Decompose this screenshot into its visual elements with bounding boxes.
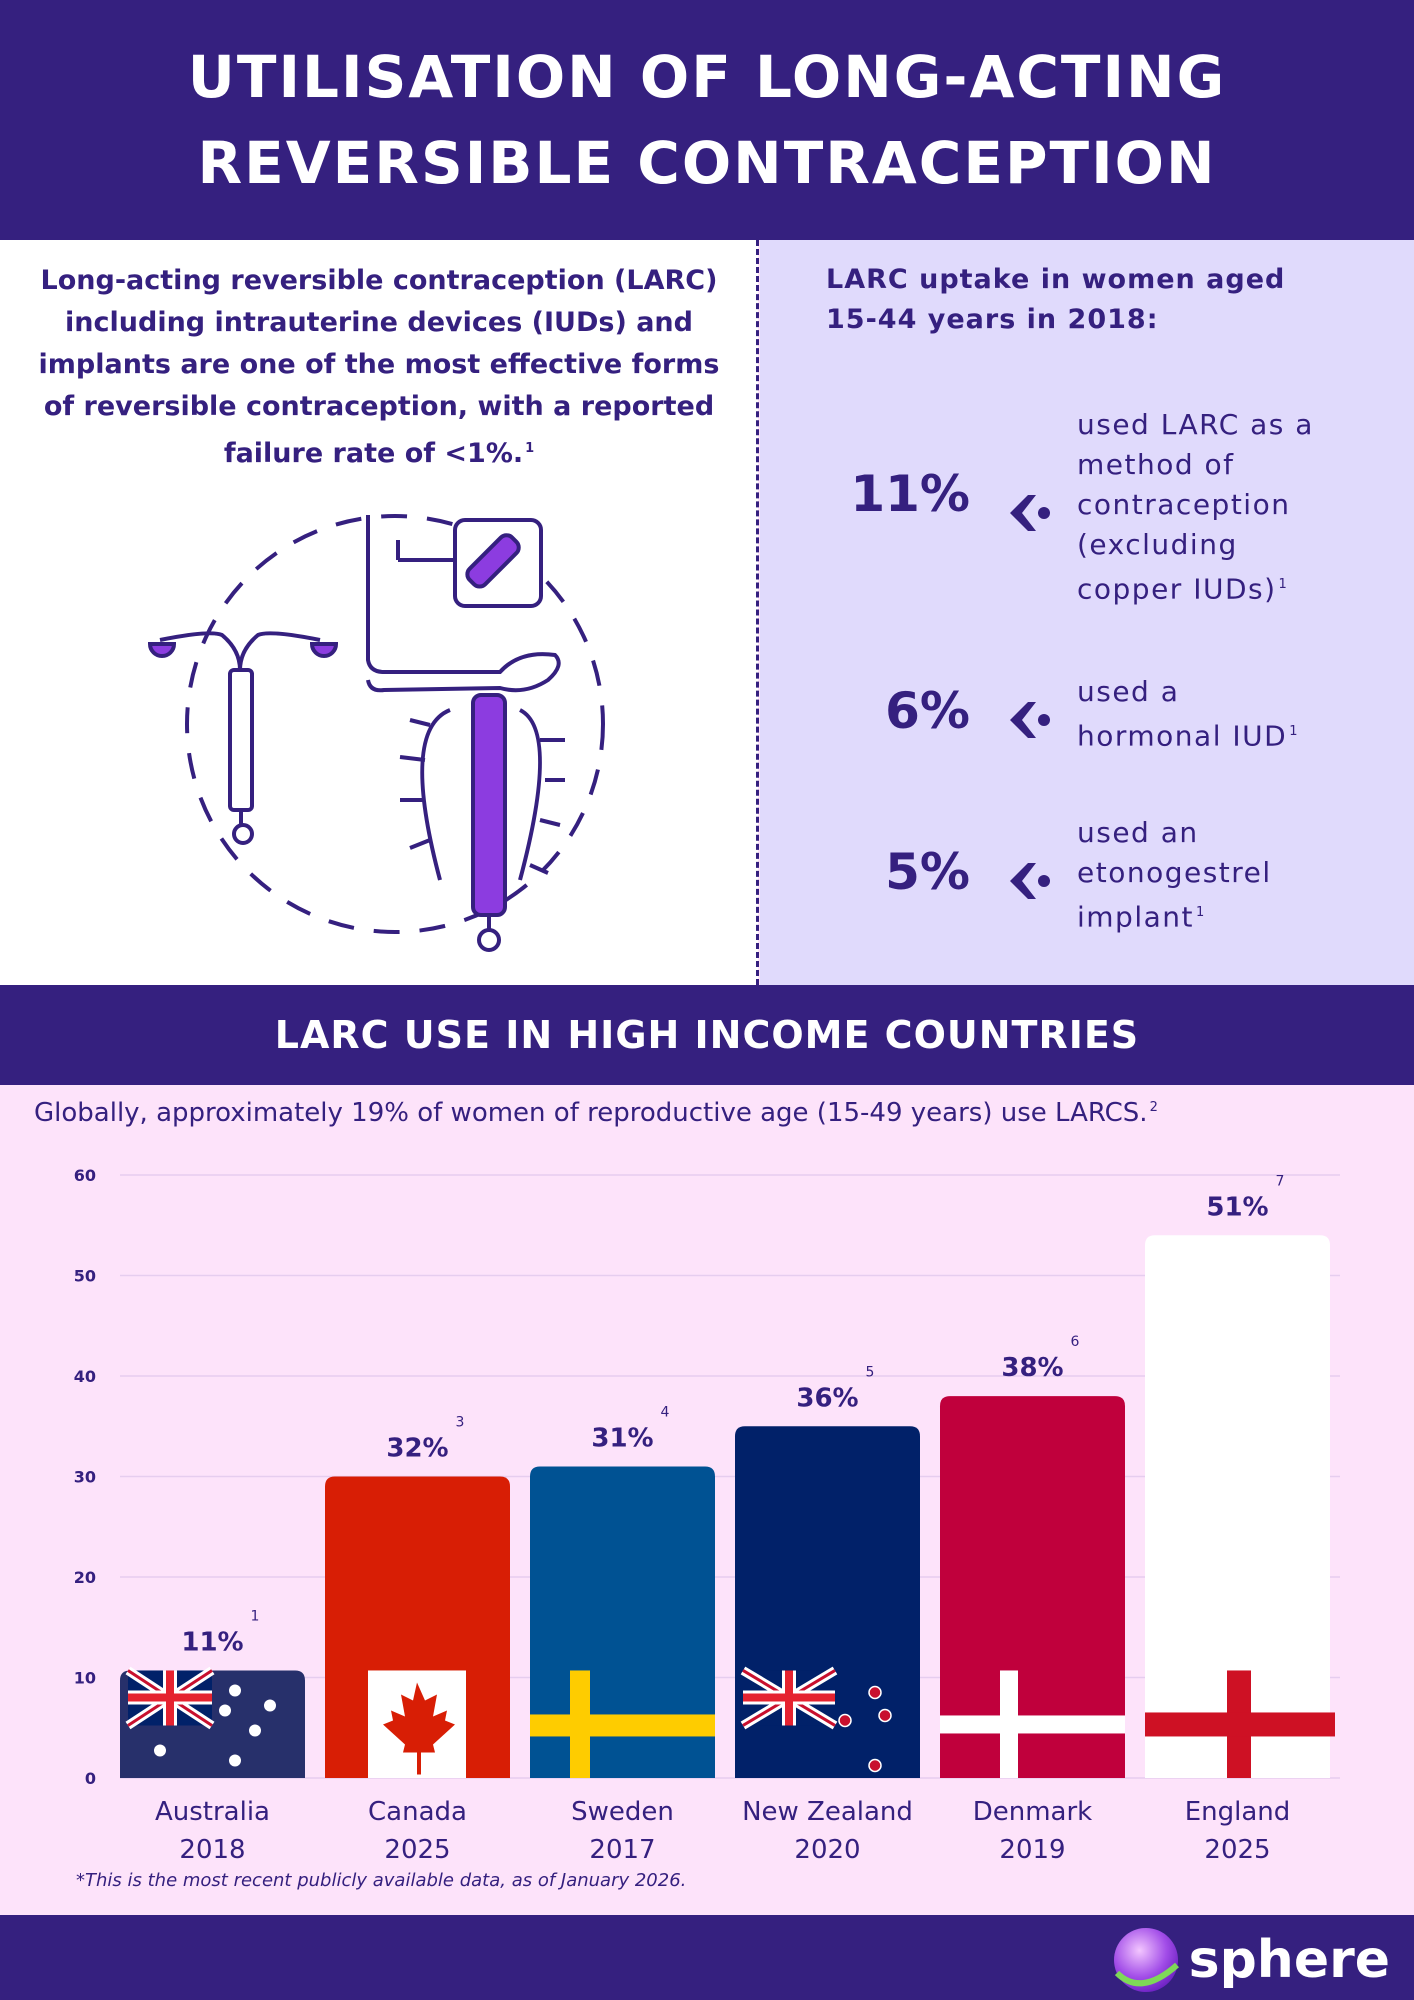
bar-chart: 0 10 20 30 40 50 60 11% 1 Australia 2018 32% 3 Canada… (74, 1166, 1340, 1860)
arrow-left-icon (1010, 863, 1050, 899)
reference: 6 (1071, 1334, 1080, 1350)
star-icon (264, 1699, 276, 1712)
star-icon (868, 1685, 882, 1700)
bar-sweden (530, 1466, 715, 1778)
uptake-title: LARC uptake in women aged 15-44 years in… (826, 264, 1286, 335)
intro-panel: Long-acting reversible contraception (LA… (0, 240, 758, 985)
star-icon (219, 1704, 231, 1717)
y-tick-label: 40 (74, 1367, 96, 1386)
star-icon (878, 1708, 892, 1723)
bar-canada (325, 1476, 510, 1778)
x-tick-label: 2025 (384, 1835, 450, 1860)
iud-icon (147, 631, 339, 845)
desc-line: etonogestrel (1077, 856, 1272, 889)
x-tick-label: New Zealand (742, 1797, 913, 1827)
x-tick-label: 2025 (1204, 1835, 1270, 1860)
bar (940, 1396, 1125, 1778)
cross-horizontal (1145, 1712, 1335, 1737)
bar-new-zealand (735, 1426, 920, 1778)
cross-horizontal (940, 1715, 1125, 1734)
star-icon (229, 1754, 241, 1767)
data-label: 32% (386, 1434, 448, 1464)
sphere-logo: sphere (1111, 1925, 1390, 1995)
desc-line: hormonal IUD (1077, 719, 1288, 753)
cross-horizontal (530, 1714, 715, 1737)
star-icon (154, 1744, 166, 1757)
y-tick-label: 60 (74, 1166, 96, 1185)
desc-line: method of (1077, 448, 1235, 481)
arm-icon (366, 515, 561, 693)
implant-icon (399, 693, 565, 952)
data-label: 31% (591, 1423, 653, 1453)
footer: sphere (0, 1915, 1414, 2000)
bar-denmark (940, 1396, 1125, 1778)
sphere-logo-icon (1113, 1928, 1179, 1992)
y-tick-label: 50 (74, 1267, 96, 1286)
reference: 1 (1289, 724, 1299, 739)
x-tick-label: 2018 (179, 1835, 245, 1860)
x-tick-label: Sweden (571, 1797, 674, 1827)
star-icon (838, 1713, 852, 1728)
stat-description: used a hormonal IUD 1 (1077, 672, 1299, 756)
arrow-left-icon (1010, 702, 1050, 738)
page-title: UTILISATION OF LONG-ACTING REVERSIBLE CON… (187, 43, 1227, 197)
desc-line: implant (1077, 900, 1194, 934)
star-icon (249, 1724, 261, 1737)
y-tick-label: 30 (74, 1468, 96, 1487)
reference: 7 (1276, 1173, 1285, 1189)
y-tick-label: 0 (85, 1769, 96, 1788)
y-tick-label: 20 (74, 1568, 96, 1587)
reference: 1 (251, 1608, 260, 1624)
x-tick-label: 2017 (589, 1835, 655, 1860)
stat-value: 11% (850, 465, 970, 523)
footnote: *This is the most recent publicly availa… (76, 1870, 687, 1891)
star-icon (868, 1758, 882, 1773)
arrow-left-icon (1010, 495, 1050, 531)
x-tick-label: 2020 (794, 1835, 860, 1860)
stat-value: 5% (885, 843, 970, 901)
bar (1145, 1235, 1330, 1778)
data-label: 36% (796, 1383, 858, 1413)
union-jack-cross-red (743, 1670, 835, 1726)
reference: 3 (456, 1415, 465, 1431)
x-tick-label: Australia (155, 1797, 270, 1827)
reference: 1 (1278, 577, 1289, 592)
uptake-panel: LARC uptake in women aged 15-44 years in… (760, 240, 1414, 985)
bar-england (1145, 1235, 1335, 1778)
x-tick-label: 2019 (999, 1835, 1065, 1860)
intro-text: Long-acting reversible contraception (LA… (38, 265, 720, 469)
stat-description: used an etonogestrel implant 1 (1077, 813, 1272, 937)
desc-line: used an (1077, 816, 1199, 849)
x-tick-label: Canada (368, 1797, 467, 1827)
x-tick-label: Denmark (973, 1797, 1093, 1827)
reference: 5 (866, 1364, 875, 1380)
desc-line: copper IUDs) (1077, 572, 1277, 606)
global-stat: Globally, approximately 19% of women of … (34, 1098, 1158, 1128)
data-label: 11% (181, 1627, 243, 1657)
bar-australia (120, 1666, 305, 1778)
stat-value: 6% (885, 682, 970, 740)
header: UTILISATION OF LONG-ACTING REVERSIBLE CON… (0, 0, 1414, 240)
maple-leaf-icon (383, 1682, 455, 1775)
data-label: 51% (1206, 1192, 1268, 1222)
dashed-divider (756, 240, 759, 985)
section-title: LARC USE IN HIGH INCOME COUNTRIES (0, 985, 1414, 1085)
data-label: 38% (1001, 1353, 1063, 1383)
star-icon (229, 1684, 241, 1697)
desc-line: used a (1077, 675, 1180, 708)
desc-line: used LARC as a (1077, 408, 1314, 441)
larc-illustration (147, 514, 605, 952)
desc-line: (excluding (1077, 528, 1238, 561)
x-tick-label: England (1185, 1797, 1291, 1827)
union-jack-cross-red (128, 1670, 212, 1726)
desc-line: contraception (1077, 488, 1291, 521)
stat-description: used LARC as a method of contraception (exc… (1077, 405, 1314, 609)
reference: 1 (1196, 905, 1206, 920)
reference: 4 (661, 1404, 670, 1420)
y-tick-label: 10 (74, 1669, 96, 1688)
